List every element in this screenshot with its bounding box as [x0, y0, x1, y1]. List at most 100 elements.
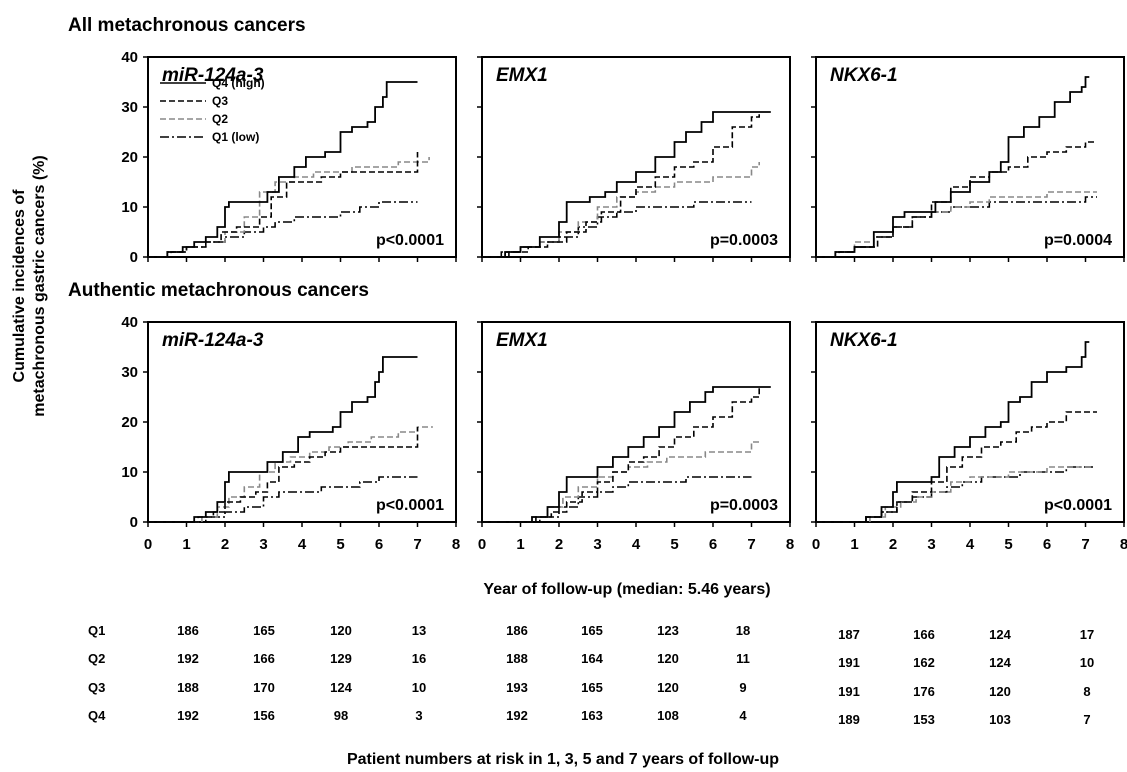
risk-cell: 162: [913, 655, 935, 670]
risk-cell: 8: [1083, 684, 1090, 699]
series-Q4-line: [148, 81, 418, 258]
risk-cell: 166: [913, 627, 935, 642]
risk-cell: 165: [253, 623, 275, 638]
y-tick-label: 10: [121, 464, 138, 481]
x-tick-label: 2: [221, 536, 229, 553]
x-tick-label: 3: [593, 536, 601, 553]
series-Q2-line: [148, 426, 433, 523]
series-Q3-line: [148, 152, 419, 258]
plot-frame: [481, 56, 791, 258]
risk-cell: 124: [989, 627, 1011, 642]
x-tick-label: 6: [709, 536, 717, 553]
risk-cell: 166: [253, 651, 275, 666]
x-tick-label: 2: [889, 536, 897, 553]
y-tick-label: 40: [121, 314, 138, 331]
x-tick-label: 5: [1004, 536, 1012, 553]
p-value-label: p=0.0003: [710, 497, 778, 514]
x-tick-label: 0: [812, 536, 820, 553]
series-Q4-line: [816, 341, 1090, 523]
y-tick-label: 20: [121, 414, 138, 431]
risk-cell: 120: [989, 684, 1011, 699]
gene-label: EMX1: [496, 65, 548, 86]
x-tick-label: 3: [927, 536, 935, 553]
risk-cell: 10: [412, 680, 426, 695]
risk-cell: 11: [736, 651, 750, 666]
risk-cell: 108: [657, 708, 679, 723]
series-Q2-line: [816, 191, 1097, 258]
risk-cell: 153: [913, 712, 935, 727]
risk-cell: 129: [330, 651, 352, 666]
risk-cell: 191: [838, 655, 860, 670]
plot-frame: [481, 321, 791, 523]
x-tick-label: 6: [1043, 536, 1051, 553]
x-tick-label: 1: [516, 536, 524, 553]
plot-frame: [815, 56, 1125, 258]
plot-frame: [815, 321, 1125, 523]
legend-label-Q3: Q3: [212, 94, 228, 108]
plot-frame: [147, 56, 457, 258]
section-title-all: All metachronous cancers: [68, 15, 306, 36]
x-tick-label: 5: [336, 536, 344, 553]
x-tick-label: 0: [478, 536, 486, 553]
risk-cell: 156: [253, 708, 275, 723]
p-value-label: p=0.0004: [1044, 232, 1112, 249]
x-tick-label: 4: [298, 536, 307, 553]
x-tick-label: 2: [555, 536, 563, 553]
panel-1: EMX1 p=0.0003: [477, 56, 791, 262]
p-value-label: p=0.0003: [710, 232, 778, 249]
y-tick-label: 0: [130, 249, 138, 266]
risk-cell: 186: [506, 623, 528, 638]
risk-cell: 18: [736, 623, 750, 638]
series-Q3-line: [482, 112, 760, 258]
x-axis-title: Year of follow-up (median: 5.46 years): [483, 581, 770, 598]
legend-label-Q4: Q4 (high): [212, 76, 265, 90]
series-Q4-line: [482, 111, 771, 258]
risk-cell: 189: [838, 712, 860, 727]
risk-cell: 192: [177, 708, 199, 723]
risk-cell: 13: [412, 623, 426, 638]
risk-cell: 165: [581, 680, 603, 695]
risk-cell: 17: [1080, 627, 1094, 642]
panel-5: 0 1 2 3 4 5 6 7 8 NKX6-1 p<0.0001: [811, 321, 1127, 553]
legend: Q4 (high) Q3 Q2 Q1 (low): [160, 76, 265, 144]
x-tick-label: 1: [850, 536, 858, 553]
risk-cell: 7: [1083, 712, 1090, 727]
y-axis-title-line2: metachronous gastric cancers (%): [31, 155, 48, 416]
risk-cell: 120: [657, 651, 679, 666]
x-tick-label: 6: [375, 536, 383, 553]
risk-cell: 98: [334, 708, 348, 723]
y-tick-label: 40: [121, 49, 138, 66]
panel-0: 0 10 20 30 40 miR-124a-3 p<0.0001: [121, 49, 457, 266]
series-Q4-line: [148, 356, 418, 523]
x-tick-label: 1: [182, 536, 190, 553]
risk-cell: 163: [581, 708, 603, 723]
series-Q1-line: [482, 476, 752, 523]
gene-label: EMX1: [496, 330, 548, 351]
y-tick-label: 10: [121, 199, 138, 216]
x-tick-label: 8: [452, 536, 460, 553]
risk-cell: 3: [415, 708, 422, 723]
p-value-label: p<0.0001: [376, 497, 444, 514]
y-tick-label: 20: [121, 149, 138, 166]
risk-row-label: Q2: [88, 651, 105, 666]
panel-3: 0 10 20 30 40 0 1 2 3 4 5 6 7 8 miR-124a-3 p<0.0001: [121, 314, 460, 553]
risk-row-label: Q4: [88, 708, 106, 723]
risk-table-title: Patient numbers at risk in 1, 3, 5 and 7…: [347, 751, 779, 768]
risk-cell: 165: [581, 623, 603, 638]
series-Q4-line: [482, 386, 771, 523]
risk-cell: 124: [989, 655, 1011, 670]
y-axis-title-line1: Cumulative incidences of: [11, 189, 28, 383]
y-tick-label: 30: [121, 364, 138, 381]
risk-cell: 9: [739, 680, 746, 695]
risk-cell: 123: [657, 623, 679, 638]
legend-label-Q2: Q2: [212, 112, 228, 126]
risk-cell: 120: [330, 623, 352, 638]
risk-cell: 188: [506, 651, 528, 666]
x-tick-label: 7: [1081, 536, 1089, 553]
risk-cell: 16: [412, 651, 426, 666]
risk-cell: 4: [739, 708, 747, 723]
legend-label-Q1: Q1 (low): [212, 130, 259, 144]
risk-cell: 192: [506, 708, 528, 723]
